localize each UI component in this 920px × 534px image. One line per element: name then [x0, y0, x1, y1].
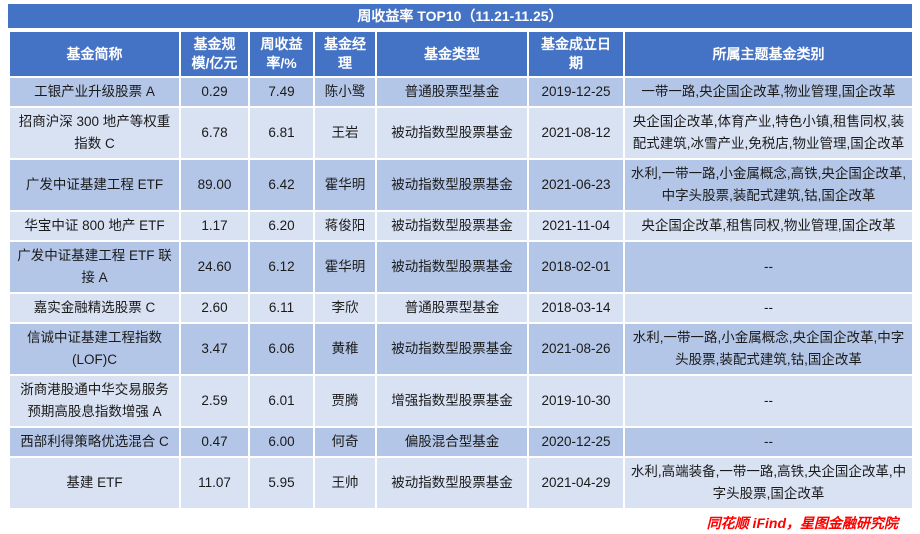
- fund-scale-cell: 3.47: [179, 322, 250, 376]
- fund-name-cell: 华宝中证 800 地产 ETF: [8, 210, 181, 242]
- fund-name-cell: 浙商港股通中华交易服务预期高股息指数增强 A: [8, 374, 181, 428]
- fund-type-cell: 被动指数型股票基金: [375, 158, 529, 212]
- fund-type-cell: 被动指数型股票基金: [375, 106, 529, 160]
- fund-type-cell: 偏股混合型基金: [375, 426, 529, 458]
- table-row: 招商沪深 300 地产等权重指数 C 6.78 6.81 王岩 被动指数型股票基金 202…: [8, 106, 914, 160]
- manager-cell: 霍华明: [313, 240, 377, 294]
- fund-type-cell: 被动指数型股票基金: [375, 210, 529, 242]
- column-header-fund-scale: 基金规模/亿元: [179, 30, 250, 78]
- manager-cell: 贾腾: [313, 374, 377, 428]
- fund-name-cell: 信诚中证基建工程指数 (LOF)C: [8, 322, 181, 376]
- fund-scale-cell: 0.29: [179, 76, 250, 108]
- inception-date-cell: 2019-12-25: [527, 76, 625, 108]
- themes-cell: --: [623, 292, 914, 324]
- inception-date-cell: 2021-06-23: [527, 158, 625, 212]
- fund-scale-cell: 2.60: [179, 292, 250, 324]
- themes-cell: 央企国企改革,体育产业,特色小镇,租售同权,装配式建筑,冰雪产业,免税店,物业管…: [623, 106, 914, 160]
- themes-cell: 一带一路,央企国企改革,物业管理,国企改革: [623, 76, 914, 108]
- manager-cell: 霍华明: [313, 158, 377, 212]
- inception-date-cell: 2021-08-26: [527, 322, 625, 376]
- weekly-return-cell: 7.49: [248, 76, 315, 108]
- themes-cell: --: [623, 374, 914, 428]
- fund-name-cell: 嘉实金融精选股票 C: [8, 292, 181, 324]
- header-row: 基金简称 基金规模/亿元 周收益率/% 基金经理 基金类型 基金成立日期 所属主…: [8, 30, 914, 78]
- themes-cell: --: [623, 426, 914, 458]
- weekly-return-cell: 6.12: [248, 240, 315, 294]
- column-header-fund-name: 基金简称: [8, 30, 181, 78]
- themes-cell: 水利,一带一路,小金属概念,央企国企改革,中字头股票,装配式建筑,钴,国企改革: [623, 322, 914, 376]
- fund-top10-table: 基金简称 基金规模/亿元 周收益率/% 基金经理 基金类型 基金成立日期 所属主…: [8, 30, 914, 510]
- inception-date-cell: 2019-10-30: [527, 374, 625, 428]
- weekly-return-cell: 6.11: [248, 292, 315, 324]
- inception-date-cell: 2020-12-25: [527, 426, 625, 458]
- themes-cell: 央企国企改革,租售同权,物业管理,国企改革: [623, 210, 914, 242]
- themes-cell: --: [623, 240, 914, 294]
- weekly-return-cell: 6.00: [248, 426, 315, 458]
- fund-table-body: 工银产业升级股票 A 0.29 7.49 陈小鹭 普通股票型基金 2019-12-25 一带…: [8, 76, 914, 510]
- table-row: 西部利得策略优选混合 C 0.47 6.00 何奇 偏股混合型基金 2020-12-25-…: [8, 426, 914, 458]
- manager-cell: 陈小鹭: [313, 76, 377, 108]
- table-row: 嘉实金融精选股票 C 2.60 6.11 李欣 普通股票型基金 2018-03-14 --: [8, 292, 914, 324]
- weekly-return-cell: 6.20: [248, 210, 315, 242]
- column-header-weekly-return: 周收益率/%: [248, 30, 315, 78]
- inception-date-cell: 2018-03-14: [527, 292, 625, 324]
- manager-cell: 蒋俊阳: [313, 210, 377, 242]
- fund-type-cell: 普通股票型基金: [375, 76, 529, 108]
- table-row: 工银产业升级股票 A 0.29 7.49 陈小鹭 普通股票型基金 2019-12-25 一带…: [8, 76, 914, 108]
- weekly-return-cell: 5.95: [248, 456, 315, 510]
- data-source-credit: 同花顺 iFind，星图金融研究院: [706, 515, 898, 531]
- report-table-figure: 周收益率 TOP10（11.21-11.25） 基金简称 基金规模/亿元 周收益…: [8, 4, 914, 533]
- weekly-return-cell: 6.01: [248, 374, 315, 428]
- fund-type-cell: 普通股票型基金: [375, 292, 529, 324]
- column-header-fund-type: 基金类型: [375, 30, 529, 78]
- fund-scale-cell: 24.60: [179, 240, 250, 294]
- inception-date-cell: 2021-11-04: [527, 210, 625, 242]
- table-row: 华宝中证 800 地产 ETF 1.17 6.20 蒋俊阳 被动指数型股票基金 2021-…: [8, 210, 914, 242]
- themes-cell: 水利,一带一路,小金属概念,高铁,央企国企改革,中字头股票,装配式建筑,钴,国企…: [623, 158, 914, 212]
- fund-name-cell: 广发中证基建工程 ETF 联接 A: [8, 240, 181, 294]
- table-row: 基建 ETF 11.07 5.95 王帅 被动指数型股票基金 2021-04-29 水利,高…: [8, 456, 914, 510]
- fund-name-cell: 基建 ETF: [8, 456, 181, 510]
- table-row: 广发中证基建工程 ETF 联接 A 24.60 6.12 霍华明 被动指数型股票基金 20…: [8, 240, 914, 294]
- fund-scale-cell: 0.47: [179, 426, 250, 458]
- fund-name-cell: 招商沪深 300 地产等权重指数 C: [8, 106, 181, 160]
- manager-cell: 黄稚: [313, 322, 377, 376]
- fund-name-cell: 广发中证基建工程 ETF: [8, 158, 181, 212]
- table-row: 信诚中证基建工程指数 (LOF)C 3.47 6.06 黄稚 被动指数型股票基金 2021…: [8, 322, 914, 376]
- manager-cell: 李欣: [313, 292, 377, 324]
- manager-cell: 何奇: [313, 426, 377, 458]
- fund-type-cell: 被动指数型股票基金: [375, 240, 529, 294]
- fund-scale-cell: 89.00: [179, 158, 250, 212]
- table-header: 基金简称 基金规模/亿元 周收益率/% 基金经理 基金类型 基金成立日期 所属主…: [8, 30, 914, 78]
- inception-date-cell: 2021-04-29: [527, 456, 625, 510]
- fund-scale-cell: 1.17: [179, 210, 250, 242]
- table-row: 广发中证基建工程 ETF 89.00 6.42 霍华明 被动指数型股票基金 2021-06…: [8, 158, 914, 212]
- fund-type-cell: 被动指数型股票基金: [375, 322, 529, 376]
- manager-cell: 王帅: [313, 456, 377, 510]
- weekly-return-cell: 6.06: [248, 322, 315, 376]
- fund-scale-cell: 2.59: [179, 374, 250, 428]
- fund-name-cell: 西部利得策略优选混合 C: [8, 426, 181, 458]
- column-header-themes: 所属主题基金类别: [623, 30, 914, 78]
- column-header-manager: 基金经理: [313, 30, 377, 78]
- themes-cell: 水利,高端装备,一带一路,高铁,央企国企改革,中字头股票,国企改革: [623, 456, 914, 510]
- table-title: 周收益率 TOP10（11.21-11.25）: [8, 4, 912, 28]
- weekly-return-cell: 6.81: [248, 106, 315, 160]
- fund-name-cell: 工银产业升级股票 A: [8, 76, 181, 108]
- fund-type-cell: 增强指数型股票基金: [375, 374, 529, 428]
- manager-cell: 王岩: [313, 106, 377, 160]
- table-row: 浙商港股通中华交易服务预期高股息指数增强 A 2.59 6.01 贾腾 增强指数型股票基…: [8, 374, 914, 428]
- column-header-inception-date: 基金成立日期: [527, 30, 625, 78]
- fund-type-cell: 被动指数型股票基金: [375, 456, 529, 510]
- inception-date-cell: 2021-08-12: [527, 106, 625, 160]
- weekly-return-cell: 6.42: [248, 158, 315, 212]
- fund-scale-cell: 11.07: [179, 456, 250, 510]
- fund-scale-cell: 6.78: [179, 106, 250, 160]
- inception-date-cell: 2018-02-01: [527, 240, 625, 294]
